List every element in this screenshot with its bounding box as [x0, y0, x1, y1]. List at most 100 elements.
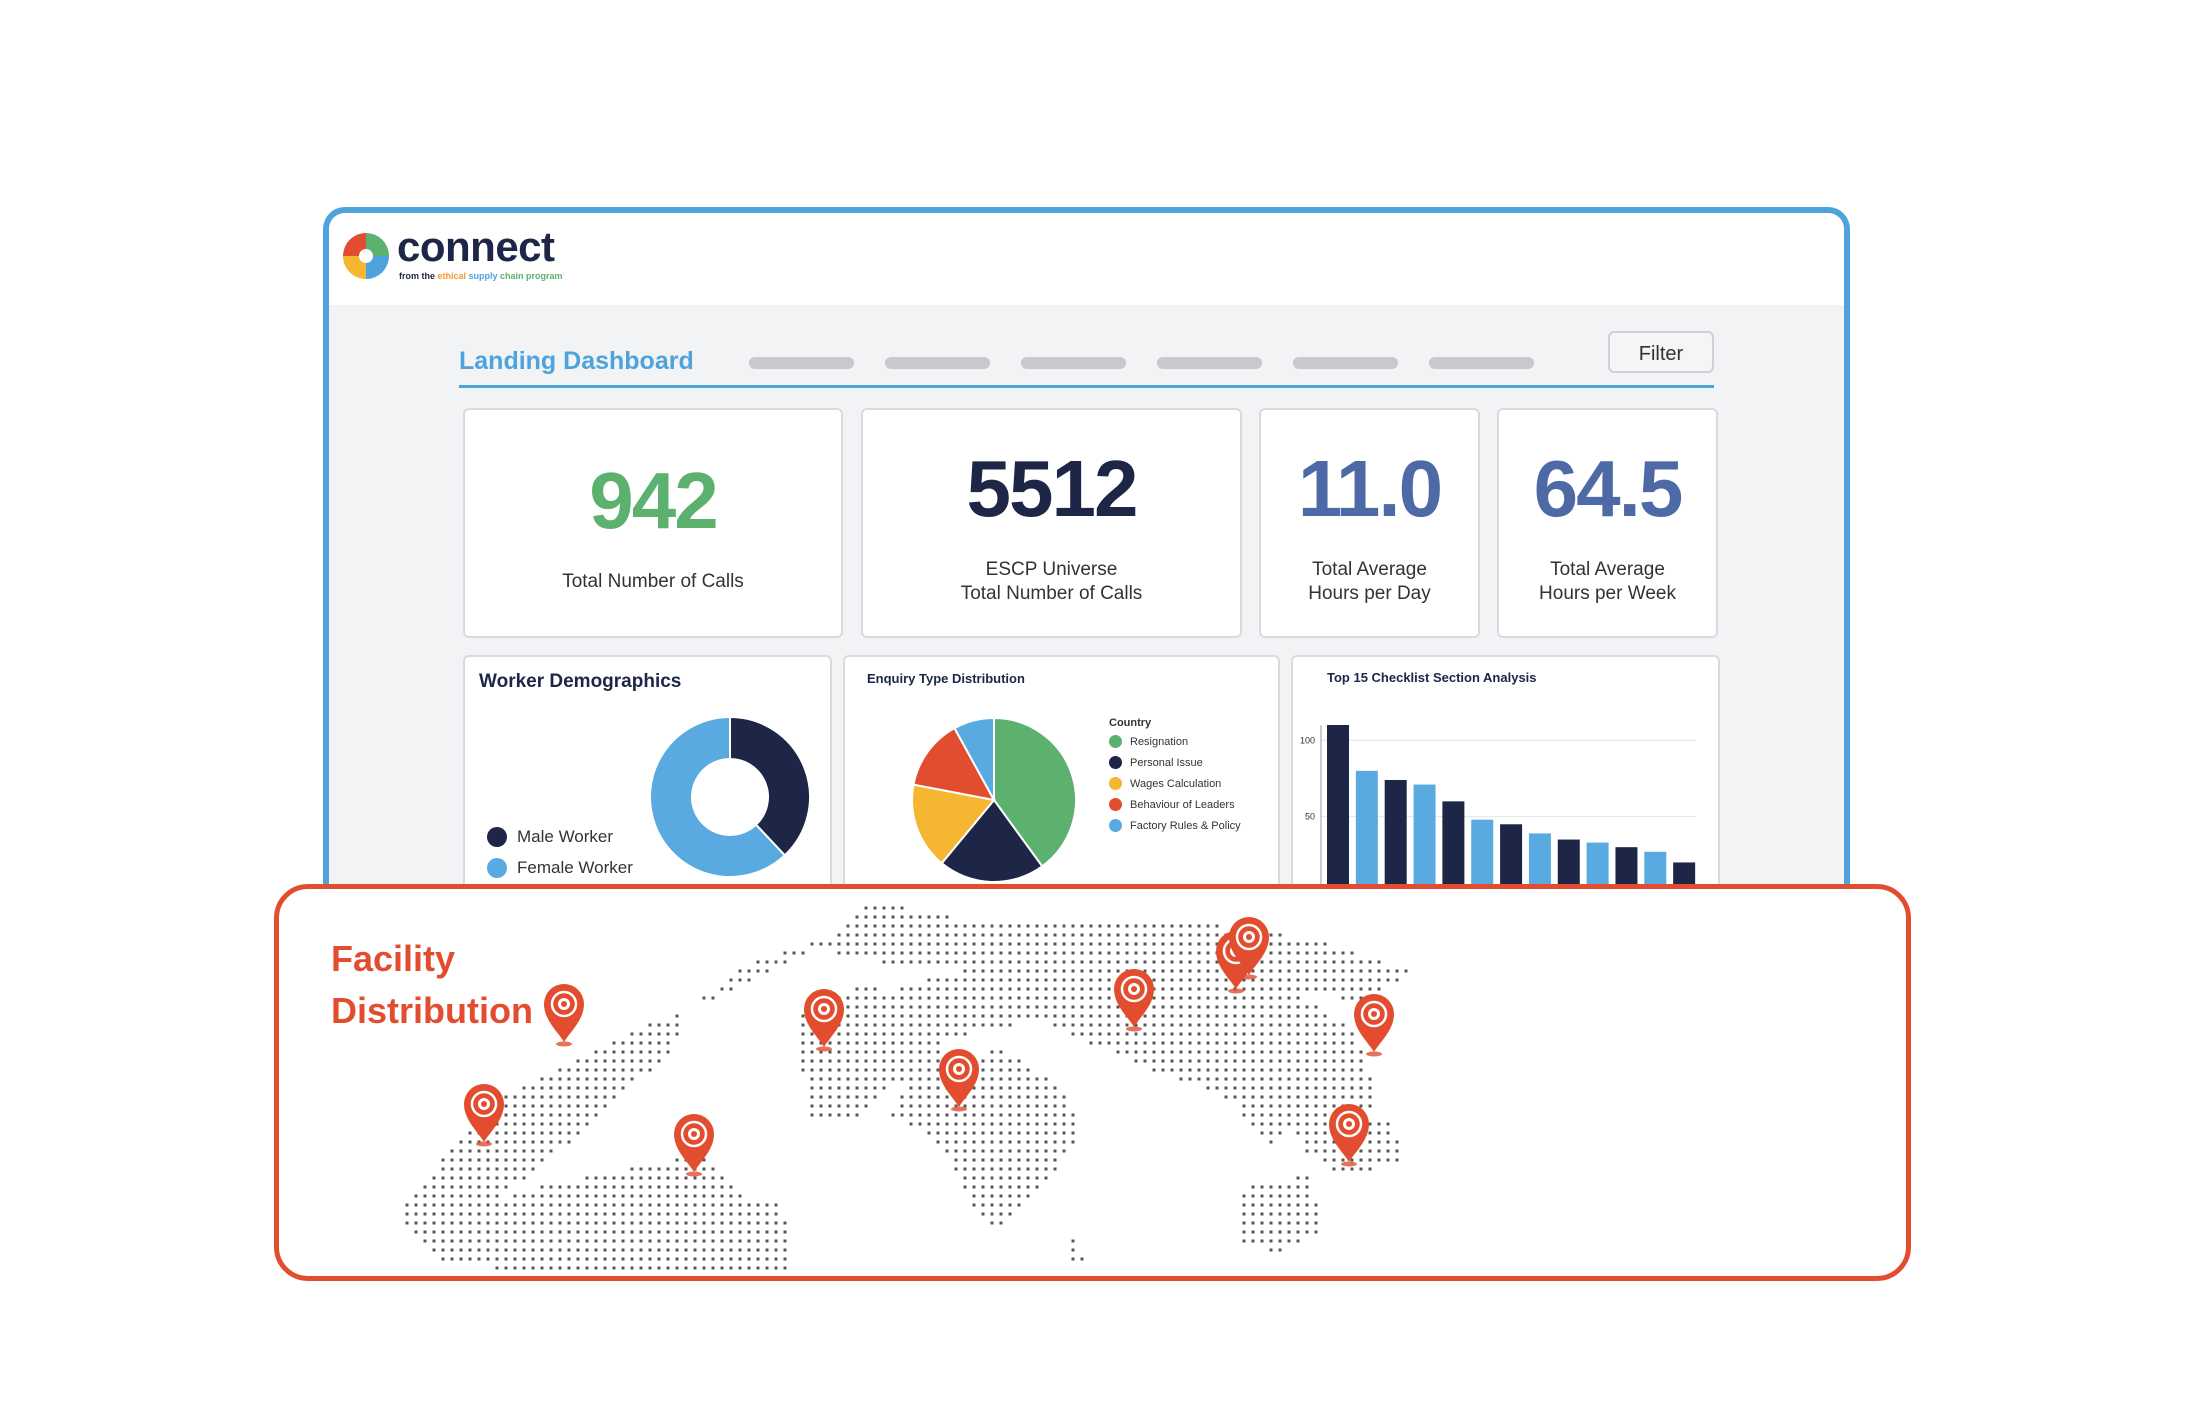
map-dot [459, 1248, 463, 1252]
location-pin-icon[interactable] [464, 1084, 504, 1147]
map-dot [981, 1005, 985, 1009]
pie-slice[interactable] [649, 715, 787, 878]
map-dot [1296, 1212, 1300, 1216]
map-dot [1170, 951, 1174, 955]
bar[interactable] [1413, 784, 1436, 893]
location-pin-icon[interactable] [1329, 1104, 1369, 1167]
legend-factory-rules: Factory Rules & Policy [1109, 815, 1241, 836]
map-dot [675, 1266, 679, 1270]
map-dot [648, 1185, 652, 1189]
map-dot [999, 978, 1003, 982]
pie-slice[interactable] [993, 716, 1077, 868]
bar[interactable] [1500, 824, 1523, 893]
bar[interactable] [1355, 770, 1378, 893]
map-dot [594, 1221, 598, 1225]
map-dot [702, 1266, 706, 1270]
map-dot [1350, 969, 1354, 973]
pie-slice[interactable] [729, 715, 811, 857]
bar[interactable] [1327, 725, 1349, 893]
bar[interactable] [1557, 839, 1580, 893]
tab-placeholder[interactable] [1157, 357, 1262, 369]
map-dot [1278, 1203, 1282, 1207]
pie-slice[interactable] [912, 726, 996, 802]
tab-placeholder[interactable] [1021, 357, 1126, 369]
map-dot [864, 1014, 868, 1018]
map-dot [531, 1194, 535, 1198]
bar[interactable] [1442, 801, 1465, 893]
map-dot [639, 1032, 643, 1036]
connect-logo-icon [343, 233, 389, 279]
map-dot [729, 978, 733, 982]
map-dot [1368, 1122, 1372, 1126]
location-pin-icon[interactable] [1229, 917, 1269, 980]
location-pin-icon[interactable] [804, 989, 844, 1052]
map-dot [666, 1266, 670, 1270]
kpi-label: ESCP Universe [985, 559, 1118, 580]
map-dot [459, 1158, 463, 1162]
map-dot [720, 1203, 724, 1207]
map-dot [1296, 1221, 1300, 1225]
bar[interactable] [1615, 847, 1638, 893]
map-dot [486, 1158, 490, 1162]
map-dot [522, 1149, 526, 1153]
bar[interactable] [1384, 779, 1407, 893]
map-dot [1008, 1023, 1012, 1027]
location-pin-icon[interactable] [939, 1049, 979, 1112]
map-dot [1278, 1014, 1282, 1018]
pie-slice[interactable] [953, 716, 995, 801]
pie-slice[interactable] [940, 798, 1044, 883]
bar[interactable] [1528, 833, 1551, 893]
map-dot [504, 1239, 508, 1243]
facility-distribution-panel: Facility Distribution [274, 884, 1911, 1281]
map-dot [693, 1212, 697, 1216]
map-dot [846, 1023, 850, 1027]
map-dot [981, 996, 985, 1000]
map-dot [1224, 1086, 1228, 1090]
map-dot [1188, 1005, 1192, 1009]
map-dot [1296, 1185, 1300, 1189]
filter-button[interactable]: Filter [1608, 331, 1714, 373]
map-dot [693, 1194, 697, 1198]
map-dot [477, 1212, 481, 1216]
map-dot [1206, 1059, 1210, 1063]
map-dot [1188, 1077, 1192, 1081]
map-dot [1035, 1149, 1039, 1153]
bar[interactable] [1586, 842, 1609, 893]
map-dot [1098, 924, 1102, 928]
map-dot [504, 1248, 508, 1252]
map-dot [576, 1194, 580, 1198]
location-pin-icon[interactable] [674, 1114, 714, 1177]
map-dot [918, 1014, 922, 1018]
map-dot [522, 1131, 526, 1135]
map-dot [1242, 1014, 1246, 1018]
map-dot [900, 1095, 904, 1099]
tab-placeholder[interactable] [1429, 357, 1534, 369]
map-dot [1215, 1032, 1219, 1036]
map-dot [1008, 996, 1012, 1000]
map-dot [657, 1221, 661, 1225]
map-dot [1314, 1077, 1318, 1081]
map-dot [954, 924, 958, 928]
location-pin-icon[interactable] [1114, 969, 1154, 1032]
map-dot [1026, 1149, 1030, 1153]
tab-placeholder[interactable] [749, 357, 854, 369]
tab-placeholder[interactable] [1293, 357, 1398, 369]
map-dot [639, 1194, 643, 1198]
map-dot [1332, 987, 1336, 991]
map-dot [1152, 942, 1156, 946]
bar[interactable] [1471, 819, 1494, 893]
map-dot [1170, 924, 1174, 928]
pie-slice[interactable] [911, 783, 996, 865]
map-dot [630, 1167, 634, 1171]
tab-landing-dashboard[interactable]: Landing Dashboard [459, 347, 694, 375]
bar[interactable] [1644, 851, 1667, 893]
map-dot [945, 978, 949, 982]
map-dot [702, 996, 706, 1000]
location-pin-icon[interactable] [1354, 994, 1394, 1057]
location-pin-icon[interactable] [544, 984, 584, 1047]
map-dot [1161, 1050, 1165, 1054]
map-dot [936, 960, 940, 964]
map-dot [819, 942, 823, 946]
tab-placeholder[interactable] [885, 357, 990, 369]
map-dot [1314, 978, 1318, 982]
